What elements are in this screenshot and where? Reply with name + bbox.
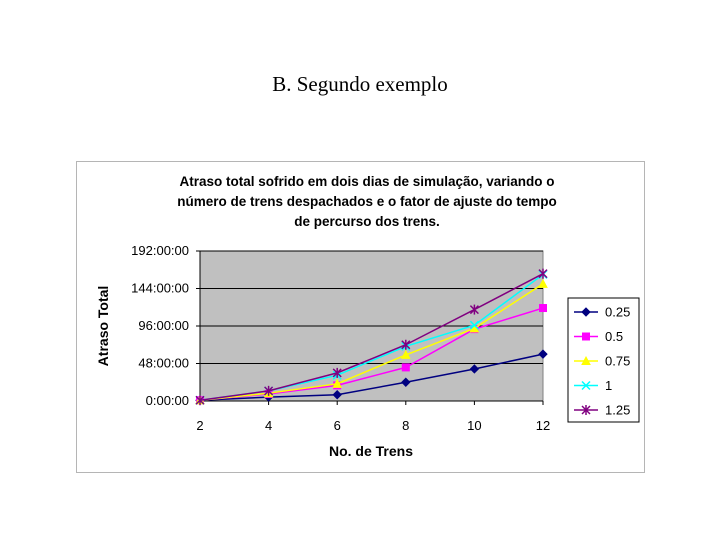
data-point [401, 377, 411, 387]
y-tick-label: 48:00:00 [138, 356, 189, 371]
data-point [538, 278, 548, 288]
marker-stroke [581, 380, 591, 391]
x-tick-label: 10 [467, 418, 481, 433]
slide-title: B. Segundo exemplo [272, 72, 448, 96]
legend-item: 0.25 [574, 305, 630, 320]
legend-marker [581, 405, 591, 415]
data-point [332, 367, 342, 378]
y-tick-label: 192:00:00 [131, 243, 189, 258]
data-point [469, 364, 480, 374]
legend-label: 0.25 [605, 305, 630, 320]
legend: 0.25 0.5 0.75 1 1.25 [567, 297, 640, 423]
data-point [332, 390, 342, 400]
data-point [469, 320, 479, 330]
x-tick-labels: 2 4 6 8 10 12 [196, 418, 550, 433]
series-line [199, 283, 544, 401]
legend-marker [581, 380, 591, 391]
x-axis-title: No. de Trens [329, 443, 413, 459]
line-chart: Atraso total sofrido em dois dias de sim… [95, 174, 640, 459]
series-lines [195, 268, 548, 406]
x-tick-label: 8 [402, 418, 409, 433]
grid-lines [196, 250, 544, 405]
chart-title-line-1: Atraso total sofrido em dois dias de sim… [179, 174, 554, 189]
data-point [401, 339, 411, 350]
x-tick-label: 6 [334, 418, 341, 433]
data-point [469, 304, 479, 315]
data-point [539, 304, 547, 313]
legend-marker [581, 307, 591, 317]
x-tick-label: 4 [265, 418, 272, 433]
legend-label: 1 [605, 378, 612, 393]
marker-stroke [469, 320, 479, 330]
legend-item: 1 [574, 378, 612, 393]
x-tick-label: 12 [536, 418, 550, 433]
chart-title-line-3: de percurso dos trens. [294, 214, 440, 229]
legend-marker [581, 355, 591, 365]
data-point [332, 378, 343, 388]
chart-title-line-2: número de trens despachados e o fator de… [177, 194, 557, 209]
legend-item: 0.75 [574, 354, 630, 369]
legend-label: 1.25 [605, 403, 630, 418]
y-tick-label: 0:00:00 [146, 393, 189, 408]
legend-box [567, 297, 640, 423]
data-point [264, 385, 274, 396]
legend-label: 0.75 [605, 354, 630, 369]
legend-label: 0.5 [605, 329, 623, 344]
series-1_25 [195, 268, 548, 406]
legend-item: 1.25 [574, 403, 630, 418]
series-line [199, 272, 544, 401]
data-point [401, 363, 410, 372]
series-line [199, 353, 544, 401]
legend-item: 0.5 [574, 329, 623, 344]
data-point [400, 349, 411, 359]
y-axis-title: Atraso Total [95, 286, 111, 367]
chart-frame: Atraso total sofrido em dois dias de sim… [76, 161, 645, 473]
y-tick-labels: 0:00:00 48:00:00 96:00:00 144:00:00 192:00:0… [131, 243, 189, 408]
legend-marker [582, 332, 590, 341]
data-point [538, 349, 548, 359]
x-tick-label: 2 [196, 418, 203, 433]
data-point [195, 395, 205, 406]
y-tick-label: 144:00:00 [131, 281, 189, 296]
y-tick-label: 96:00:00 [138, 318, 189, 333]
data-point [538, 268, 548, 279]
